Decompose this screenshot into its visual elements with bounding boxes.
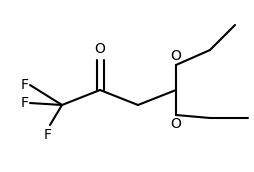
- Text: F: F: [21, 78, 29, 92]
- Text: F: F: [21, 96, 29, 110]
- Text: F: F: [44, 128, 52, 142]
- Text: O: O: [171, 49, 181, 63]
- Text: O: O: [94, 42, 105, 56]
- Text: O: O: [171, 117, 181, 131]
